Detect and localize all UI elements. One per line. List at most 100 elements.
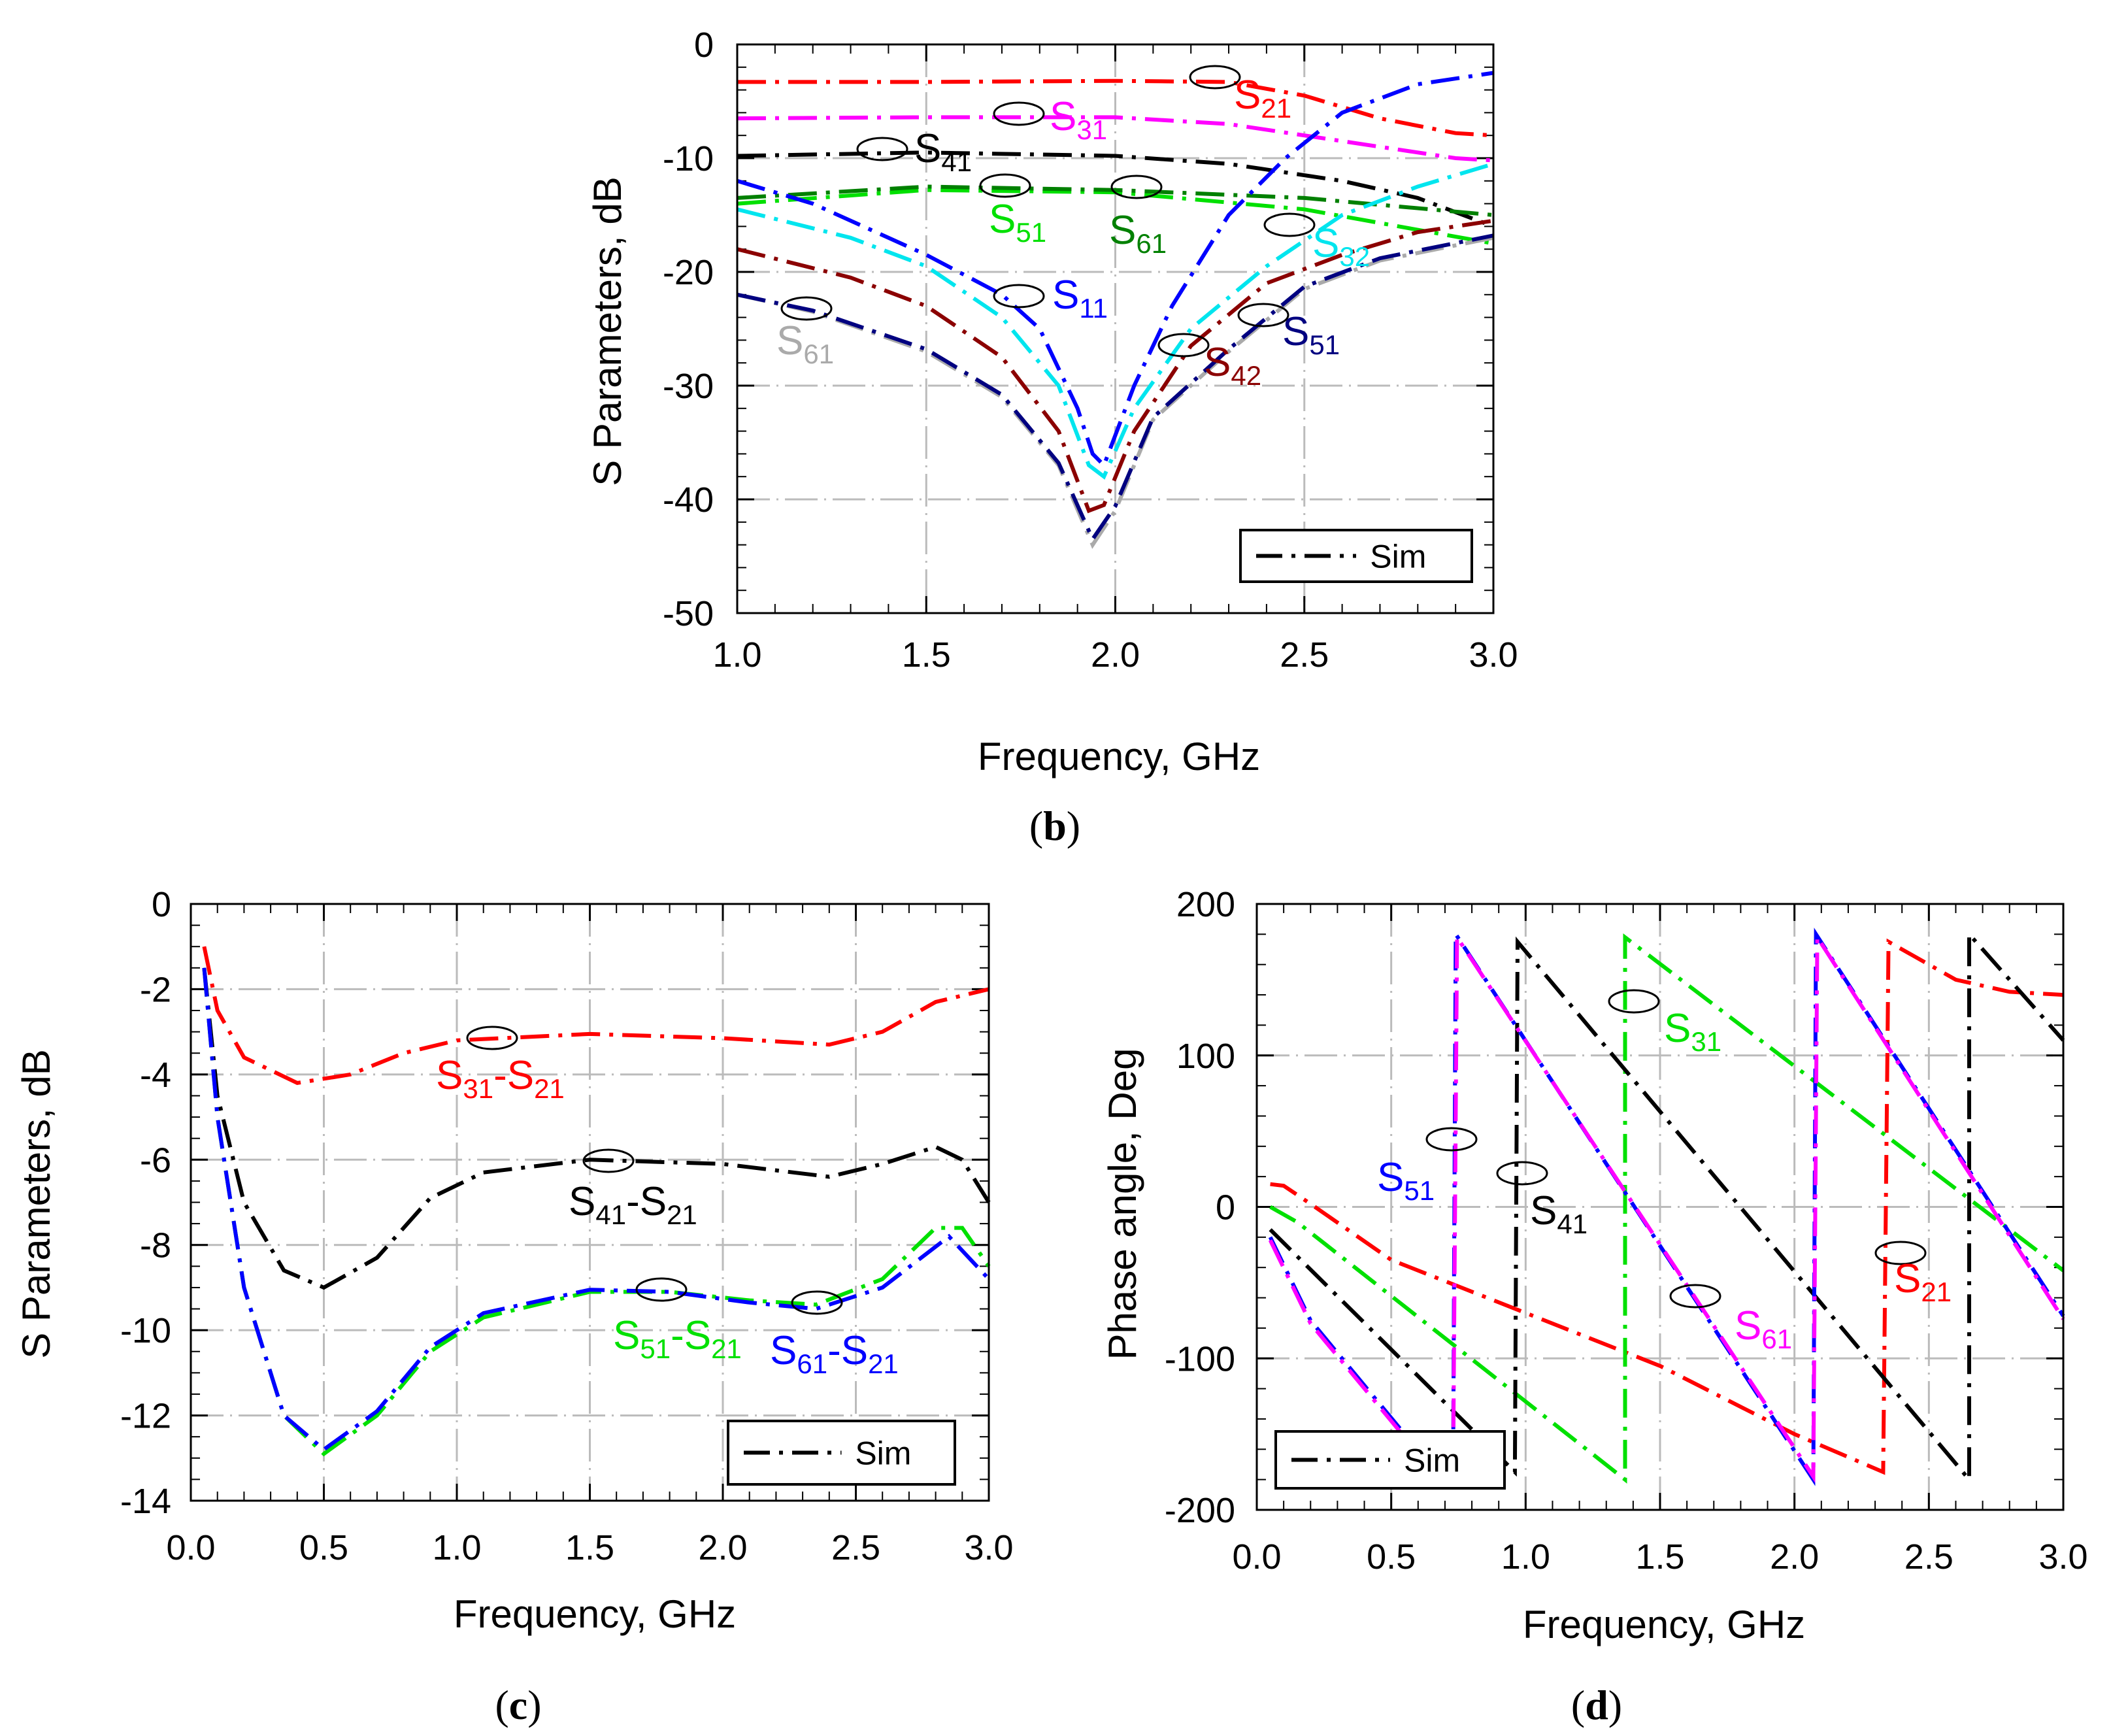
- series-line-s41: [737, 150, 1495, 229]
- label-text: S: [776, 318, 803, 363]
- series-annotation-label: S21: [1234, 73, 1291, 124]
- series-line-s61-gray-: [737, 235, 1494, 549]
- x-tick-label: 3.0: [964, 1528, 1013, 1567]
- legend-label: Sim: [1370, 539, 1426, 575]
- x-tick-label: 3.0: [1469, 635, 1518, 675]
- annotation-ellipse: [635, 1277, 688, 1302]
- annotation-ellipse: [993, 284, 1045, 309]
- label-subscript: 51: [1404, 1175, 1435, 1206]
- paren: ): [1067, 803, 1080, 849]
- annotation-ellipse: [1425, 1127, 1478, 1152]
- label-subscript: 51: [1016, 217, 1046, 248]
- series-annotation-label: S31-S21: [436, 1053, 565, 1104]
- annotation-ellipse: [582, 1148, 635, 1173]
- annotation-ellipse: [1110, 175, 1163, 199]
- series-line-s41-s21: [202, 967, 991, 1290]
- x-tick-label: 1.0: [712, 635, 761, 675]
- annotation-ellipse: [1608, 989, 1660, 1014]
- label-subscript: 31: [1076, 114, 1107, 145]
- series-line-s42: [737, 218, 1494, 514]
- y-tick-label: 100: [1176, 1037, 1235, 1076]
- y-tick-label: -8: [140, 1226, 171, 1265]
- label-text: -S: [626, 1179, 667, 1224]
- label-text: S: [436, 1053, 463, 1098]
- x-tick-label: 0.5: [299, 1528, 348, 1567]
- y-tick-label: -4: [140, 1056, 171, 1095]
- x-tick-label: 0.0: [1232, 1537, 1281, 1577]
- plot-frame: [1255, 903, 2065, 1511]
- y-tick-label: -100: [1165, 1339, 1235, 1378]
- series-annotation-label: S51-S21: [613, 1313, 742, 1364]
- label-text: S: [1109, 208, 1136, 253]
- annotation-ellipse: [979, 173, 1031, 198]
- panel-letter: b: [1043, 803, 1067, 849]
- x-tick-label: 1.5: [1635, 1537, 1684, 1577]
- label-subscript: 51: [1309, 329, 1340, 360]
- label-text: S: [1530, 1188, 1557, 1233]
- label-text: S: [1282, 309, 1309, 354]
- annotation-ellipse: [1157, 333, 1210, 358]
- series-annotation-label: S41: [914, 126, 972, 177]
- label-text: S: [1664, 1006, 1691, 1051]
- label-subscript: 31: [463, 1073, 493, 1104]
- series-annotation-label: S11: [1052, 273, 1108, 324]
- plot-frame: [190, 903, 990, 1502]
- series-annotation-label: S51: [1282, 309, 1340, 360]
- plot-frame: [736, 43, 1495, 614]
- annotation-ellipse: [1189, 65, 1241, 90]
- x-tick-label: 1.0: [1501, 1537, 1550, 1577]
- paren: (: [1571, 1682, 1585, 1728]
- legend: Sim: [1239, 529, 1473, 583]
- label-text: -S: [827, 1328, 868, 1373]
- series-annotation-label: S42: [1204, 340, 1261, 391]
- label-text: S: [1377, 1155, 1404, 1200]
- x-axis-title: Frequency, GHz: [1523, 1603, 1805, 1646]
- label-subscript: 41: [595, 1199, 626, 1230]
- x-axis-title: Frequency, GHz: [978, 735, 1260, 778]
- label-subscript: 21: [868, 1348, 899, 1379]
- series-line-s51-navy-: [737, 233, 1494, 544]
- y-tick-label: -50: [663, 594, 714, 633]
- series-annotation-label: S31: [1664, 1006, 1721, 1057]
- panel-label: (b): [1029, 803, 1080, 849]
- y-tick-label: -14: [120, 1482, 171, 1521]
- label-text: S: [1894, 1256, 1921, 1301]
- annotation-ellipse: [1237, 303, 1289, 327]
- annotation-ellipse: [791, 1290, 843, 1315]
- paren: ): [527, 1682, 541, 1728]
- y-tick-label: 0: [694, 25, 714, 65]
- label-text: S: [1204, 340, 1231, 385]
- label-subscript: 61: [1136, 228, 1167, 259]
- series-annotation-label: S41-S21: [569, 1179, 697, 1230]
- label-subscript: 41: [1557, 1209, 1587, 1239]
- label-text: -S: [493, 1053, 534, 1098]
- paren: (: [1029, 803, 1043, 849]
- x-tick-label: 2.5: [831, 1528, 880, 1567]
- annotation-ellipse: [1263, 212, 1316, 237]
- label-subscript: 61: [803, 339, 834, 369]
- legend: Sim: [1274, 1430, 1506, 1490]
- series-annotation-label: S32: [1312, 221, 1370, 272]
- label-subscript: 21: [711, 1333, 742, 1364]
- annotation-ellipse: [466, 1026, 518, 1050]
- series-line-s41: [1269, 929, 2065, 1485]
- paren: (: [495, 1682, 508, 1728]
- series-annotation-label: S61: [1735, 1303, 1792, 1354]
- series-annotation-label: S61-S21: [770, 1328, 899, 1379]
- x-tick-label: 2.5: [1904, 1537, 1953, 1577]
- annotation-ellipse: [780, 296, 833, 321]
- series-line-s61-s21: [202, 967, 991, 1452]
- series-line-s32: [737, 161, 1494, 480]
- series-line-s61: [1268, 930, 2065, 1484]
- x-tick-label: 1.5: [902, 635, 951, 675]
- panel-label: (c): [495, 1682, 541, 1728]
- y-tick-label: -2: [140, 970, 171, 1009]
- label-text: S: [613, 1313, 640, 1358]
- label-subscript: 41: [941, 146, 972, 177]
- x-tick-label: 2.0: [1770, 1537, 1819, 1577]
- x-tick-label: 1.5: [565, 1528, 614, 1567]
- series-annotation-label: S61: [1109, 208, 1167, 259]
- y-tick-label: -12: [120, 1397, 171, 1436]
- panel-label: (d): [1571, 1682, 1622, 1728]
- y-tick-label: -6: [140, 1141, 171, 1180]
